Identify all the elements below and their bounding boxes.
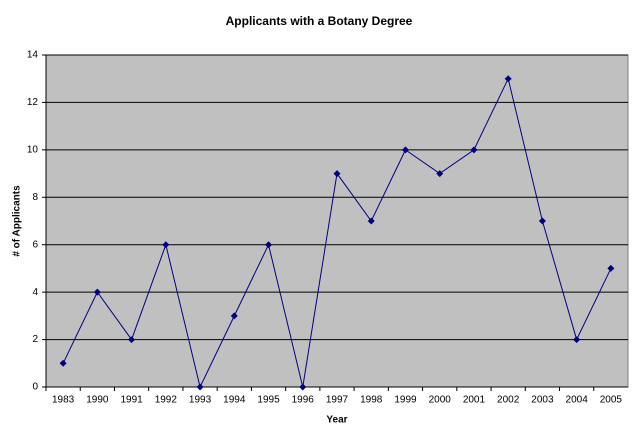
x-tick-label: 1997	[326, 395, 349, 406]
x-tick-label: 1999	[394, 395, 417, 406]
data-point	[573, 336, 581, 344]
data-point	[333, 170, 341, 178]
data-point	[93, 288, 101, 296]
y-axis-title: # of Applicants	[12, 185, 23, 257]
data-point	[59, 359, 67, 367]
x-tick-label: 1993	[189, 395, 212, 406]
x-tick-label: 2004	[566, 395, 589, 406]
data-point	[162, 241, 170, 249]
x-tick-label: 2001	[463, 395, 486, 406]
x-axis-title: Year	[326, 415, 347, 426]
data-point	[504, 75, 512, 83]
data-point	[299, 383, 307, 391]
data-point	[436, 170, 444, 178]
x-tick-label: 1996	[292, 395, 315, 406]
x-tick-label: 1983	[52, 395, 75, 406]
data-point	[128, 336, 136, 344]
data-point	[401, 146, 409, 154]
x-tick-label: 1991	[120, 395, 143, 406]
data-point	[538, 217, 546, 225]
chart-title: Applicants with a Botany Degree	[226, 14, 413, 28]
data-point	[607, 264, 615, 272]
y-tick-label: 12	[27, 97, 39, 108]
y-tick-label: 14	[27, 50, 39, 61]
data-point	[265, 241, 273, 249]
x-tick-label: 1990	[86, 395, 109, 406]
data-point	[470, 146, 478, 154]
y-tick-label: 0	[32, 382, 38, 393]
data-point	[230, 312, 238, 320]
x-tick-label: 1992	[155, 395, 178, 406]
data-point	[196, 383, 204, 391]
x-tick-label: 1994	[223, 395, 246, 406]
data-point	[367, 217, 375, 225]
x-tick-label: 1995	[257, 395, 280, 406]
y-tick-label: 4	[32, 287, 38, 298]
x-tick-label: 2005	[600, 395, 623, 406]
plot-area	[45, 54, 629, 388]
x-tick-label: 2003	[531, 395, 554, 406]
y-tick-label: 6	[32, 239, 38, 250]
x-tick-label: 2002	[497, 395, 520, 406]
y-tick-label: 8	[32, 192, 38, 203]
x-tick-label: 2000	[429, 395, 452, 406]
y-tick-label: 10	[27, 144, 39, 155]
x-tick-label: 1998	[360, 395, 383, 406]
y-tick-label: 2	[32, 334, 38, 345]
